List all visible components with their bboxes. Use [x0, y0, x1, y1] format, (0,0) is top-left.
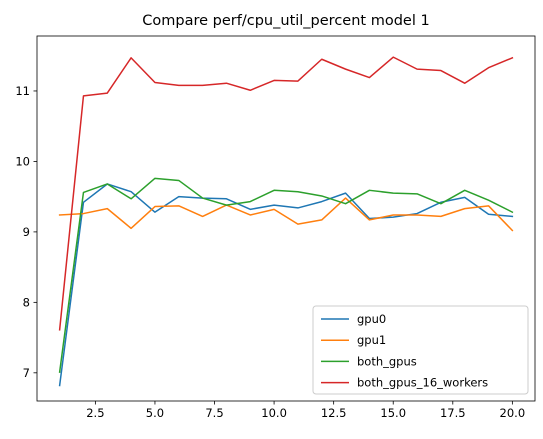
series-line-both-gpus [58, 177, 514, 373]
series-line-both-gpus-16-workers [58, 56, 514, 331]
x-tick-label: 5.0 [146, 406, 164, 420]
x-tick-label: 2.5 [86, 406, 104, 420]
legend-label-gpu0: gpu0 [357, 312, 386, 326]
x-tick-label: 20.0 [500, 406, 526, 420]
series-group [58, 56, 514, 387]
y-tick-label: 8 [23, 295, 30, 309]
x-tick-label: 12.5 [321, 406, 347, 420]
axes-frame [36, 35, 536, 402]
y-tick-label: 10 [15, 154, 30, 168]
y-tick-label: 9 [23, 225, 30, 239]
x-tick-label: 7.5 [205, 406, 223, 420]
y-tick-label: 7 [23, 366, 30, 380]
legend-frame [312, 305, 529, 395]
x-tick-label: 17.5 [440, 406, 466, 420]
series-line-gpu1 [58, 197, 514, 232]
chart-title: Compare perf/cpu_util_percent model 1 [142, 13, 429, 29]
legend-label-gpu1: gpu1 [357, 333, 386, 347]
x-tick-label: 10.0 [261, 406, 287, 420]
y-tick-label: 11 [15, 84, 30, 98]
legend: gpu0 gpu1 both_gpus both_gpus_16_workers [312, 305, 529, 395]
legend-label-both-gpus: both_gpus [357, 354, 417, 368]
x-tick-label: 15.0 [380, 406, 406, 420]
legend-label-both-gpus-16-workers: both_gpus_16_workers [357, 376, 488, 390]
